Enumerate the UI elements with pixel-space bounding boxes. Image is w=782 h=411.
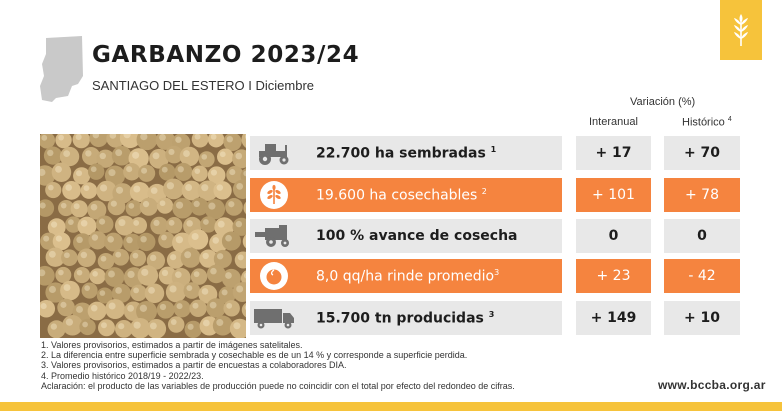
column-header-historico: Histórico 4 (682, 116, 732, 129)
value-historico: + 78 (664, 178, 740, 212)
variation-title: Variación (%) (630, 96, 696, 108)
wheat-icon (734, 14, 748, 46)
website-link[interactable]: www.bccba.org.ar (658, 378, 766, 392)
plant-icon (252, 178, 296, 212)
column-header-interanual: Interanual (589, 116, 638, 128)
column-header-historico-note: 4 (727, 116, 732, 123)
value-historico: - 42 (664, 259, 740, 293)
value-historico: 0 (664, 219, 740, 253)
footnote: 3. Valores provisorios, estimados a part… (41, 360, 347, 371)
footnotes: 1. Valores provisorios, estimados a part… (41, 340, 515, 391)
row-producidas: 15.700 tn producidas 3 (250, 301, 562, 335)
row-label: 19.600 ha cosechables 2 (316, 186, 487, 204)
page-title: GARBANZO 2023/24 (92, 42, 360, 68)
value-interanual: + 23 (576, 259, 651, 293)
row-label: 22.700 ha sembradas 1 (316, 144, 497, 162)
footnote: 1. Valores provisorios, estimados a part… (41, 340, 303, 350)
row-cosechables: 19.600 ha cosechables 2 (250, 178, 562, 212)
row-avance: 100 % avance de cosecha (250, 219, 562, 253)
truck-icon (252, 301, 296, 335)
column-header-historico-label: Histórico (682, 116, 725, 129)
value-historico: + 10 (664, 301, 740, 335)
value-interanual: + 149 (576, 301, 651, 335)
grain-icon (252, 259, 296, 293)
footnote: 2. La diferencia entre superficie sembra… (41, 350, 468, 361)
harvester-icon (252, 219, 296, 253)
footnote: Aclaración: el producto de las variables… (41, 380, 515, 391)
value-interanual: 0 (576, 219, 651, 253)
brand-logo (720, 0, 762, 60)
chickpea-photo (40, 134, 246, 338)
value-historico: + 70 (664, 136, 740, 170)
value-interanual: + 17 (576, 136, 651, 170)
row-sembradas: 22.700 ha sembradas 1 (250, 136, 562, 170)
row-label: 8,0 qq/ha rinde promedio3 (316, 267, 500, 285)
province-map-icon (40, 36, 83, 102)
bottom-accent-bar (0, 402, 782, 411)
value-interanual: + 101 (576, 178, 651, 212)
page-subtitle: SANTIAGO DEL ESTERO I Diciembre (92, 78, 315, 93)
footnote: 4. Promedio histórico 2018/19 - 2022/23. (41, 370, 204, 381)
row-label: 15.700 tn producidas 3 (316, 309, 495, 327)
row-rinde: 8,0 qq/ha rinde promedio3 (250, 259, 562, 293)
row-label: 100 % avance de cosecha (316, 228, 518, 244)
tractor-icon (252, 136, 296, 170)
